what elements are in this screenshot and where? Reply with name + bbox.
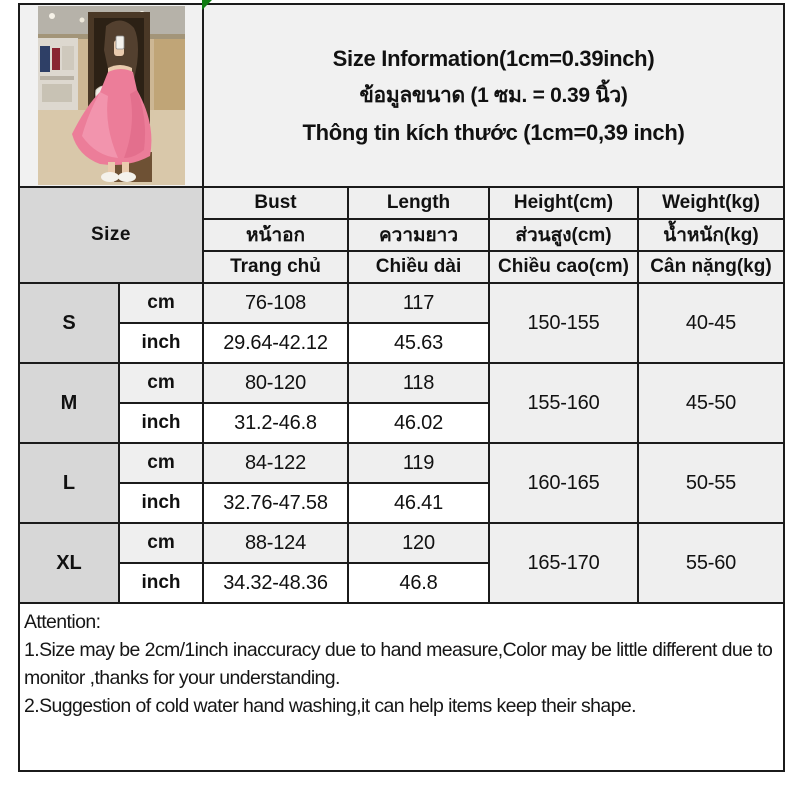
col-weight-th: น้ำหนัก(kg) [637,218,785,252]
s-weight: 40-45 [637,282,785,364]
xl-length-cm: 120 [347,522,490,564]
header-row-th: หน้าอก ความยาว ส่วนสูง(cm) น้ำหนัก(kg) [19,218,785,252]
unit-cm: cm [118,282,204,324]
unit-inch: inch [118,562,204,604]
col-bust-th: หน้าอก [202,218,349,252]
attention-cell: Attention: 1.Size may be 2cm/1inch inacc… [18,602,785,772]
green-corner-flag-icon [202,0,212,10]
col-weight-vi: Cân nặng(kg) [637,250,785,284]
attention-heading: Attention: [24,611,101,633]
row-xl-cm: XL cm 88-124 120 165-170 55-60 [18,522,785,604]
product-photo [37,6,185,185]
title-vietnamese: Thông tin kích thước (1cm=0,39 inch) [302,120,685,145]
unit-cm: cm [118,362,204,404]
size-s: S [18,282,120,364]
l-length-cm: 119 [347,442,490,484]
header-row-vi: Trang chủ Chiều dài Chiều cao(cm) Cân nặ… [19,250,785,284]
m-length-inch: 46.02 [347,402,490,444]
s-height: 150-155 [488,282,639,364]
title-thai: ข้อมูลขนาด (1 ซม. = 0.39 นิ้ว) [359,84,628,107]
col-height-th: ส่วนสูง(cm) [488,218,639,252]
row-l-inch: inch 32.76-47.58 46.41 [19,482,784,524]
m-height: 155-160 [488,362,639,444]
attention-block: Attention: 1.Size may be 2cm/1inch inacc… [21,605,782,720]
header-row-en: Size Bust Length Height(cm) Weight(kg) [18,186,785,284]
product-photo-cell [18,3,204,188]
size-m: M [18,362,120,444]
m-bust-cm: 80-120 [202,362,349,404]
size-header: Size [18,186,204,284]
xl-bust-inch: 34.32-48.36 [202,562,349,604]
header-band: Size Information(1cm=0.39inch) ข้อมูลขนา… [18,3,785,188]
l-height: 160-165 [488,442,639,524]
col-height-en: Height(cm) [488,186,639,220]
size-chart-sheet: Size Information(1cm=0.39inch) ข้อมูลขนา… [18,0,785,772]
row-s-cm: S cm 76-108 117 150-155 40-45 [18,282,785,364]
row-l-cm: L cm 84-122 119 160-165 50-55 [18,442,785,524]
unit-inch: inch [118,402,204,444]
attention-row: Attention: 1.Size may be 2cm/1inch inacc… [18,602,785,772]
s-length-inch: 45.63 [347,322,490,364]
unit-cm: cm [118,522,204,564]
l-weight: 50-55 [637,442,785,524]
s-bust-inch: 29.64-42.12 [202,322,349,364]
size-xl: XL [18,522,120,604]
l-bust-cm: 84-122 [202,442,349,484]
attention-note-1: 1.Size may be 2cm/1inch inaccuracy due t… [24,639,773,689]
row-xl-inch: inch 34.32-48.36 46.8 [19,562,784,604]
col-bust-vi: Trang chủ [202,250,349,284]
unit-inch: inch [118,482,204,524]
xl-bust-cm: 88-124 [202,522,349,564]
col-length-vi: Chiều dài [347,250,490,284]
row-m-inch: inch 31.2-46.8 46.02 [19,402,784,444]
l-bust-inch: 32.76-47.58 [202,482,349,524]
col-bust-en: Bust [202,186,349,220]
m-length-cm: 118 [347,362,490,404]
col-height-vi: Chiều cao(cm) [488,250,639,284]
size-l: L [18,442,120,524]
size-table: Size Information(1cm=0.39inch) ข้อมูลขนา… [18,3,785,772]
attention-note-2: 2.Suggestion of cold water hand washing,… [24,695,637,717]
col-length-en: Length [347,186,490,220]
s-length-cm: 117 [347,282,490,324]
row-m-cm: M cm 80-120 118 155-160 45-50 [18,362,785,444]
s-bust-cm: 76-108 [202,282,349,324]
xl-weight: 55-60 [637,522,785,604]
xl-height: 165-170 [488,522,639,604]
col-weight-en: Weight(kg) [637,186,785,220]
row-s-inch: inch 29.64-42.12 45.63 [19,322,784,364]
xl-length-inch: 46.8 [347,562,490,604]
m-weight: 45-50 [637,362,785,444]
col-length-th: ความยาว [347,218,490,252]
title-cell: Size Information(1cm=0.39inch) ข้อมูลขนา… [202,3,785,188]
l-length-inch: 46.41 [347,482,490,524]
unit-cm: cm [118,442,204,484]
unit-inch: inch [118,322,204,364]
m-bust-inch: 31.2-46.8 [202,402,349,444]
title-english: Size Information(1cm=0.39inch) [332,46,655,71]
